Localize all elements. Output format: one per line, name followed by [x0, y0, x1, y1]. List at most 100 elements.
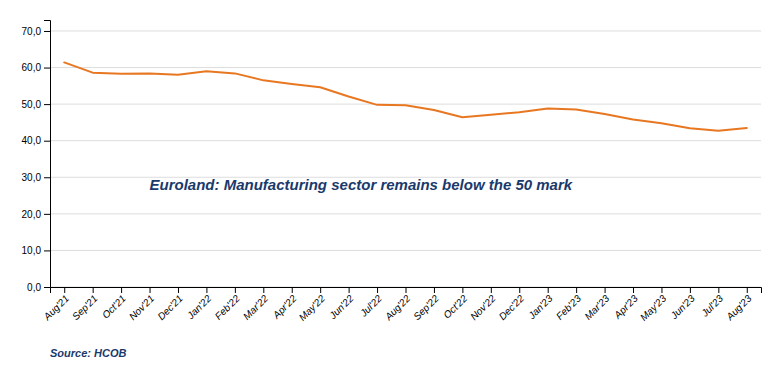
- x-tick-mark: [434, 287, 435, 293]
- y-axis: 0,010,020,030,040,050,060,070,0: [22, 21, 51, 293]
- y-tick: 30,0: [22, 172, 50, 183]
- grid-line: [50, 250, 761, 251]
- x-tick: Oct'22: [441, 287, 469, 321]
- x-tick-label: Apr'22: [270, 292, 299, 321]
- x-tick: Mar'22: [241, 287, 270, 322]
- x-tick: Dec'21: [155, 287, 185, 322]
- x-tick: Apr'23: [611, 287, 640, 321]
- y-tick: 0,0: [27, 282, 50, 293]
- x-tick-label: Dec'22: [497, 292, 527, 322]
- x-tick-label: Feb'23: [554, 292, 583, 321]
- x-tick: Jul'22: [357, 287, 384, 319]
- grid-line: [50, 213, 761, 214]
- grid: [50, 31, 761, 287]
- line: [64, 62, 747, 130]
- x-tick: Feb'23: [554, 287, 583, 322]
- x-tick-mark: [349, 287, 350, 293]
- x-tick-mark: [320, 287, 321, 293]
- grid-line: [50, 140, 761, 141]
- annotation: Source: HCOB: [50, 347, 126, 359]
- marks: [64, 62, 747, 130]
- y-tick-mark: [44, 214, 50, 215]
- x-tick-label: Mar'23: [582, 292, 611, 321]
- y-tick-mark: [44, 141, 50, 142]
- x-tick-mark: [462, 287, 463, 293]
- x-tick-label: Jan'22: [184, 292, 213, 321]
- x-tick-label: Jan'23: [525, 292, 554, 321]
- x-tick-mark: [633, 287, 634, 293]
- x-tick-mark: [121, 287, 122, 293]
- chart: 0,010,020,030,040,050,060,070,0Aug'21Sep…: [0, 0, 781, 365]
- x-tick-mark: [661, 287, 662, 293]
- x-tick: Jan'22: [184, 287, 213, 322]
- x-tick-label: Aug'21: [41, 293, 71, 323]
- x-axis-line: [51, 288, 762, 294]
- y-tick-mark: [44, 177, 50, 178]
- x-tick-label: Aug'22: [382, 292, 413, 323]
- x-tick: Sep'22: [411, 287, 441, 322]
- x-tick: Apr'22: [270, 287, 299, 321]
- x-tick: Aug'23: [723, 287, 754, 323]
- x-tick-label: Apr'23: [611, 292, 640, 321]
- grid-line: [50, 30, 761, 31]
- x-tick: Sep'21: [70, 287, 100, 322]
- x-tick-label: Sep'21: [70, 293, 100, 323]
- y-tick-label: 10,0: [22, 245, 42, 256]
- x-tick-label: Oct'21: [100, 293, 128, 321]
- y-tick-label: 50,0: [22, 99, 42, 110]
- x-tick: Nov'22: [468, 287, 498, 322]
- x-tick-label: Oct'22: [441, 292, 469, 320]
- y-tick-mark: [44, 250, 50, 251]
- x-tick: Aug'22: [382, 287, 413, 323]
- x-tick: Oct'21: [100, 287, 128, 321]
- y-tick-mark: [44, 287, 50, 288]
- x-tick-mark: [235, 287, 236, 293]
- x-tick-label: Mar'22: [241, 292, 270, 321]
- y-tick-mark: [44, 31, 50, 32]
- y-tick-mark: [44, 68, 50, 69]
- x-tick-label: Jun'22: [326, 292, 355, 321]
- x-tick-mark: [292, 287, 293, 293]
- x-tick-label: Jun'23: [668, 292, 697, 321]
- x-tick-mark: [263, 287, 264, 293]
- grid-line: [50, 67, 761, 68]
- y-tick: 40,0: [22, 135, 50, 146]
- x-tick-label: Dec'21: [155, 293, 185, 323]
- y-tick-label: 40,0: [22, 135, 42, 146]
- x-tick-label: Feb'22: [213, 292, 242, 321]
- y-tick-label: 60,0: [22, 62, 42, 73]
- x-tick: Jun'23: [668, 287, 697, 322]
- x-tick: Jun'22: [326, 287, 355, 322]
- y-tick-label: 20,0: [22, 209, 42, 220]
- x-tick: May'22: [297, 287, 328, 323]
- x-tick-label: May'22: [297, 292, 328, 323]
- x-tick: Jul'23: [698, 287, 725, 319]
- x-tick-mark: [605, 287, 606, 293]
- x-tick-label: Aug'23: [723, 292, 754, 323]
- x-tick-label: Nov'21: [127, 293, 157, 323]
- x-tick: Mar'23: [582, 287, 611, 322]
- title: Euroland: Manufacturing sector remains b…: [150, 176, 573, 193]
- x-tick-mark: [406, 287, 407, 293]
- x-tick-mark: [718, 287, 719, 293]
- x-tick: Dec'22: [497, 287, 527, 322]
- x-tick-mark: [747, 287, 748, 293]
- x-tick-label: Jul'22: [357, 292, 384, 319]
- x-tick: Aug'21: [41, 287, 71, 323]
- x-tick-mark: [491, 287, 492, 293]
- y-tick: 20,0: [22, 209, 50, 220]
- plot-area: 0,010,020,030,040,050,060,070,0Aug'21Sep…: [22, 21, 762, 324]
- x-tick-mark: [576, 287, 577, 293]
- x-tick-mark: [519, 287, 520, 293]
- y-axis-line: [44, 21, 51, 288]
- x-tick-mark: [690, 287, 691, 293]
- x-tick-label: Jul'23: [698, 292, 725, 319]
- x-tick-mark: [150, 287, 151, 293]
- x-tick-label: May'23: [638, 292, 669, 323]
- x-tick-label: Sep'22: [411, 292, 441, 322]
- y-tick-label: 30,0: [22, 172, 42, 183]
- x-tick: Feb'22: [213, 287, 242, 322]
- x-tick-mark: [548, 287, 549, 293]
- x-tick: Jan'23: [525, 287, 554, 322]
- x-tick-mark: [93, 287, 94, 293]
